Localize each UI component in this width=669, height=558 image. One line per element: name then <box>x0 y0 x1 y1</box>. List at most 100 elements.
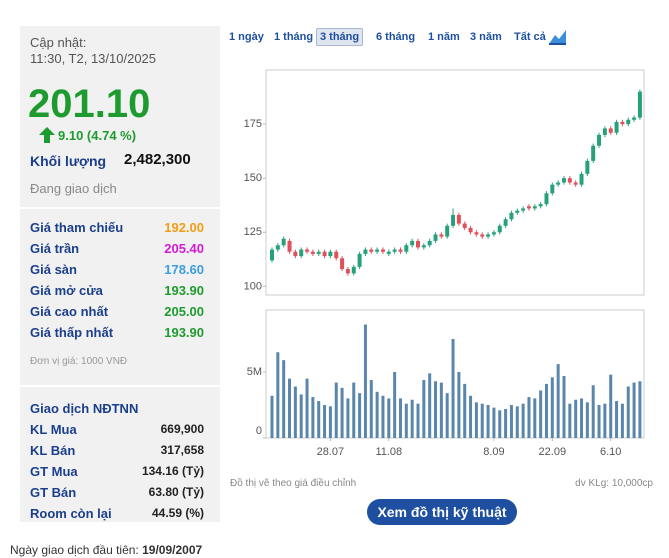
candle-body <box>345 269 350 274</box>
candle-body <box>468 227 473 233</box>
volume-bar <box>615 401 619 438</box>
period-tab[interactable]: 6 tháng <box>376 31 416 43</box>
volume-bar <box>334 382 338 438</box>
volume-bar <box>387 398 391 438</box>
candle-body <box>410 240 415 246</box>
period-tab[interactable]: 3 năm <box>470 31 502 43</box>
foreign-row-value: 63.80 (Tỷ) <box>148 485 204 499</box>
volume-bar <box>509 405 513 438</box>
volume-bar <box>416 403 420 438</box>
period-tab[interactable]: 1 năm <box>428 31 460 43</box>
price-change: 9.10 (4.74 %) <box>58 128 137 143</box>
volume-bar <box>381 395 385 438</box>
candle-body <box>632 117 637 120</box>
period-tab[interactable]: 3 tháng <box>316 28 364 46</box>
separator <box>20 385 220 387</box>
note-right: dv KLg: 10,000cp <box>575 478 653 489</box>
candle-body <box>456 214 461 224</box>
x-tick-label: 11.08 <box>375 446 402 458</box>
foreign-row-value: 44.59 (%) <box>151 506 204 520</box>
candle-body <box>334 251 339 259</box>
candle-body <box>305 249 310 252</box>
foreign-row-value: 134.16 (Tỷ) <box>141 464 204 478</box>
x-tick-label: 8.09 <box>483 446 504 458</box>
price-row-label: Giá trần <box>30 241 80 256</box>
first-day-label: Ngày giao dịch đầu tiên: <box>10 543 139 557</box>
candle-body <box>421 245 426 248</box>
price-row-label: Giá mở cửa <box>30 283 103 298</box>
unit-note: Đơn vị giá: 1000 VNĐ <box>30 356 128 367</box>
volume-bar <box>363 324 367 438</box>
candle-body <box>503 219 508 226</box>
volume-bar <box>562 375 566 438</box>
candle-body <box>620 121 625 125</box>
foreign-row-value: 317,658 <box>160 443 204 457</box>
volume-bar <box>393 372 397 438</box>
period-tab[interactable]: 1 tháng <box>274 31 314 43</box>
volume-bar <box>638 381 642 438</box>
candle-body <box>404 245 409 252</box>
volume-bar <box>527 397 531 438</box>
volume-bar <box>521 403 525 438</box>
candle-body <box>532 206 537 209</box>
candle-body <box>439 234 444 237</box>
candle-body <box>538 204 543 207</box>
volume-bar <box>632 382 636 438</box>
volume-bar <box>463 383 467 438</box>
volume-bar <box>480 403 484 438</box>
plot-frame <box>265 69 645 296</box>
volume-bar <box>556 364 560 438</box>
foreign-row-label: GT Mua <box>30 464 78 479</box>
period-tab[interactable]: Tất cả <box>514 31 546 43</box>
volume-bar <box>422 379 426 438</box>
volume-bar <box>597 405 601 438</box>
candle-body <box>462 223 467 228</box>
volume-bar <box>288 378 292 438</box>
candle-body <box>497 225 502 233</box>
y-tick-label: 150 <box>244 172 262 184</box>
foreign-row-label: GT Bán <box>30 485 77 500</box>
first-day: Ngày giao dịch đầu tiên: 19/09/2007 <box>10 543 202 557</box>
note-left: Đồ thị vẽ theo giá điều chỉnh <box>230 478 357 489</box>
price-row-label: Giá tham chiếu <box>30 220 124 235</box>
candle-body <box>579 173 584 185</box>
candle-body <box>480 234 485 237</box>
candle-body <box>281 238 286 246</box>
volume-bar <box>498 410 502 438</box>
candle-body <box>550 184 555 194</box>
volume-bar <box>469 395 473 438</box>
candle-body <box>614 121 619 133</box>
chart-icon[interactable] <box>548 28 568 46</box>
candle-body <box>270 249 274 261</box>
candle-body <box>491 232 496 235</box>
period-tab[interactable]: 1 ngày <box>229 31 264 43</box>
volume-bar <box>626 386 630 438</box>
volume-value: 2,482,300 <box>124 151 191 168</box>
foreign-row-label: Room còn lại <box>30 506 112 521</box>
x-tick-label: 22.09 <box>539 446 567 458</box>
candle-body <box>427 240 432 246</box>
candle-body <box>299 249 304 257</box>
candle-body <box>602 128 607 135</box>
candle-body <box>585 160 590 174</box>
candle-body <box>597 134 602 146</box>
candle-body <box>544 193 549 205</box>
candle-body <box>626 119 631 125</box>
candle-body <box>316 251 321 254</box>
separator <box>20 207 220 209</box>
technical-chart-button[interactable]: Xem đồ thị kỹ thuật <box>367 499 517 525</box>
volume-bar <box>580 398 584 438</box>
candle-body <box>351 266 356 274</box>
volume-bar <box>317 401 321 438</box>
candle-body <box>608 128 613 133</box>
volume-bar <box>515 406 519 438</box>
volume-bar <box>369 379 373 438</box>
y-tick-label: 125 <box>244 226 262 238</box>
x-tick-label: 6.10 <box>600 446 621 458</box>
volume-bar <box>276 352 280 438</box>
price-row-value: 192.00 <box>164 220 204 235</box>
price-row-label: Giá sàn <box>30 262 77 277</box>
candle-body <box>451 214 456 226</box>
candle-body <box>375 249 380 252</box>
y-tick-label: 0 <box>256 425 262 437</box>
